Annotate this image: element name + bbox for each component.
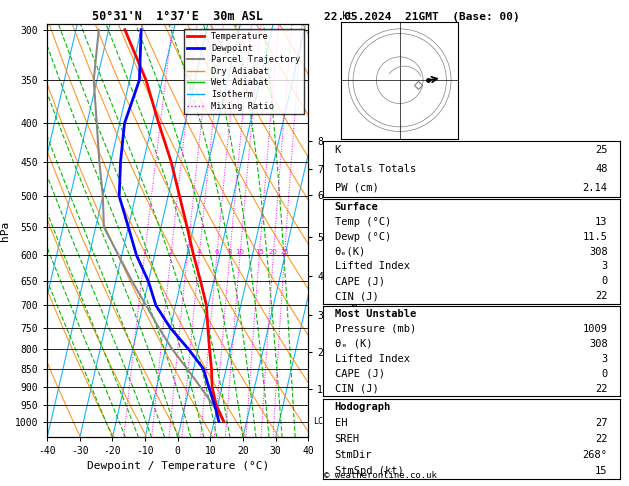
Text: 25: 25 [595,145,608,155]
Text: 3: 3 [185,249,189,255]
Text: EH: EH [335,417,347,428]
Text: CAPE (J): CAPE (J) [335,277,384,286]
Text: θₑ(K): θₑ(K) [335,246,366,257]
Text: 2.14: 2.14 [582,183,608,192]
Text: 20: 20 [269,249,278,255]
Text: 6: 6 [214,249,219,255]
Text: Most Unstable: Most Unstable [335,309,416,319]
Text: kt: kt [342,11,353,21]
Text: 1009: 1009 [582,324,608,334]
Text: StmDir: StmDir [335,450,372,460]
Text: 27: 27 [595,417,608,428]
Text: 3: 3 [601,261,608,272]
Text: 4: 4 [197,249,201,255]
X-axis label: Dewpoint / Temperature (°C): Dewpoint / Temperature (°C) [87,461,269,470]
Text: Lifted Index: Lifted Index [335,261,409,272]
Text: 2: 2 [169,249,173,255]
Text: StmSpd (kt): StmSpd (kt) [335,466,403,476]
Text: 308: 308 [589,339,608,348]
Text: Lifted Index: Lifted Index [335,354,409,364]
Text: 10: 10 [235,249,245,255]
Text: 22: 22 [595,383,608,394]
Text: Dewp (°C): Dewp (°C) [335,231,391,242]
Text: 0: 0 [601,277,608,286]
Legend: Temperature, Dewpoint, Parcel Trajectory, Dry Adiabat, Wet Adiabat, Isotherm, Mi: Temperature, Dewpoint, Parcel Trajectory… [184,29,304,114]
Text: θₑ (K): θₑ (K) [335,339,372,348]
Text: © weatheronline.co.uk: © weatheronline.co.uk [324,471,437,480]
Text: 15: 15 [595,466,608,476]
Text: CAPE (J): CAPE (J) [335,368,384,379]
Text: 11.5: 11.5 [582,231,608,242]
Y-axis label: hPa: hPa [1,221,11,241]
Text: 268°: 268° [582,450,608,460]
Text: 0: 0 [601,368,608,379]
Text: 25: 25 [280,249,289,255]
Text: SREH: SREH [335,434,360,444]
Text: 48: 48 [595,164,608,174]
Text: 22.05.2024  21GMT  (Base: 00): 22.05.2024 21GMT (Base: 00) [324,12,520,22]
Text: Pressure (mb): Pressure (mb) [335,324,416,334]
Text: 22: 22 [595,434,608,444]
Text: 308: 308 [589,246,608,257]
Text: Hodograph: Hodograph [335,401,391,412]
Text: CIN (J): CIN (J) [335,291,378,301]
Title: 50°31'N  1°37'E  30m ASL: 50°31'N 1°37'E 30m ASL [92,10,263,23]
Text: 13: 13 [595,217,608,226]
Text: 15: 15 [255,249,264,255]
Text: Mixing Ratio (g/kg): Mixing Ratio (g/kg) [351,221,360,323]
Text: PW (cm): PW (cm) [335,183,378,192]
Text: Temp (°C): Temp (°C) [335,217,391,226]
Text: CIN (J): CIN (J) [335,383,378,394]
Text: 8: 8 [228,249,232,255]
Text: Totals Totals: Totals Totals [335,164,416,174]
Text: K: K [335,145,341,155]
Text: 1: 1 [142,249,147,255]
Text: 22: 22 [595,291,608,301]
Text: Surface: Surface [335,202,378,212]
Y-axis label: km
ASL: km ASL [339,231,357,252]
Text: LCL: LCL [313,417,328,426]
Text: 3: 3 [601,354,608,364]
